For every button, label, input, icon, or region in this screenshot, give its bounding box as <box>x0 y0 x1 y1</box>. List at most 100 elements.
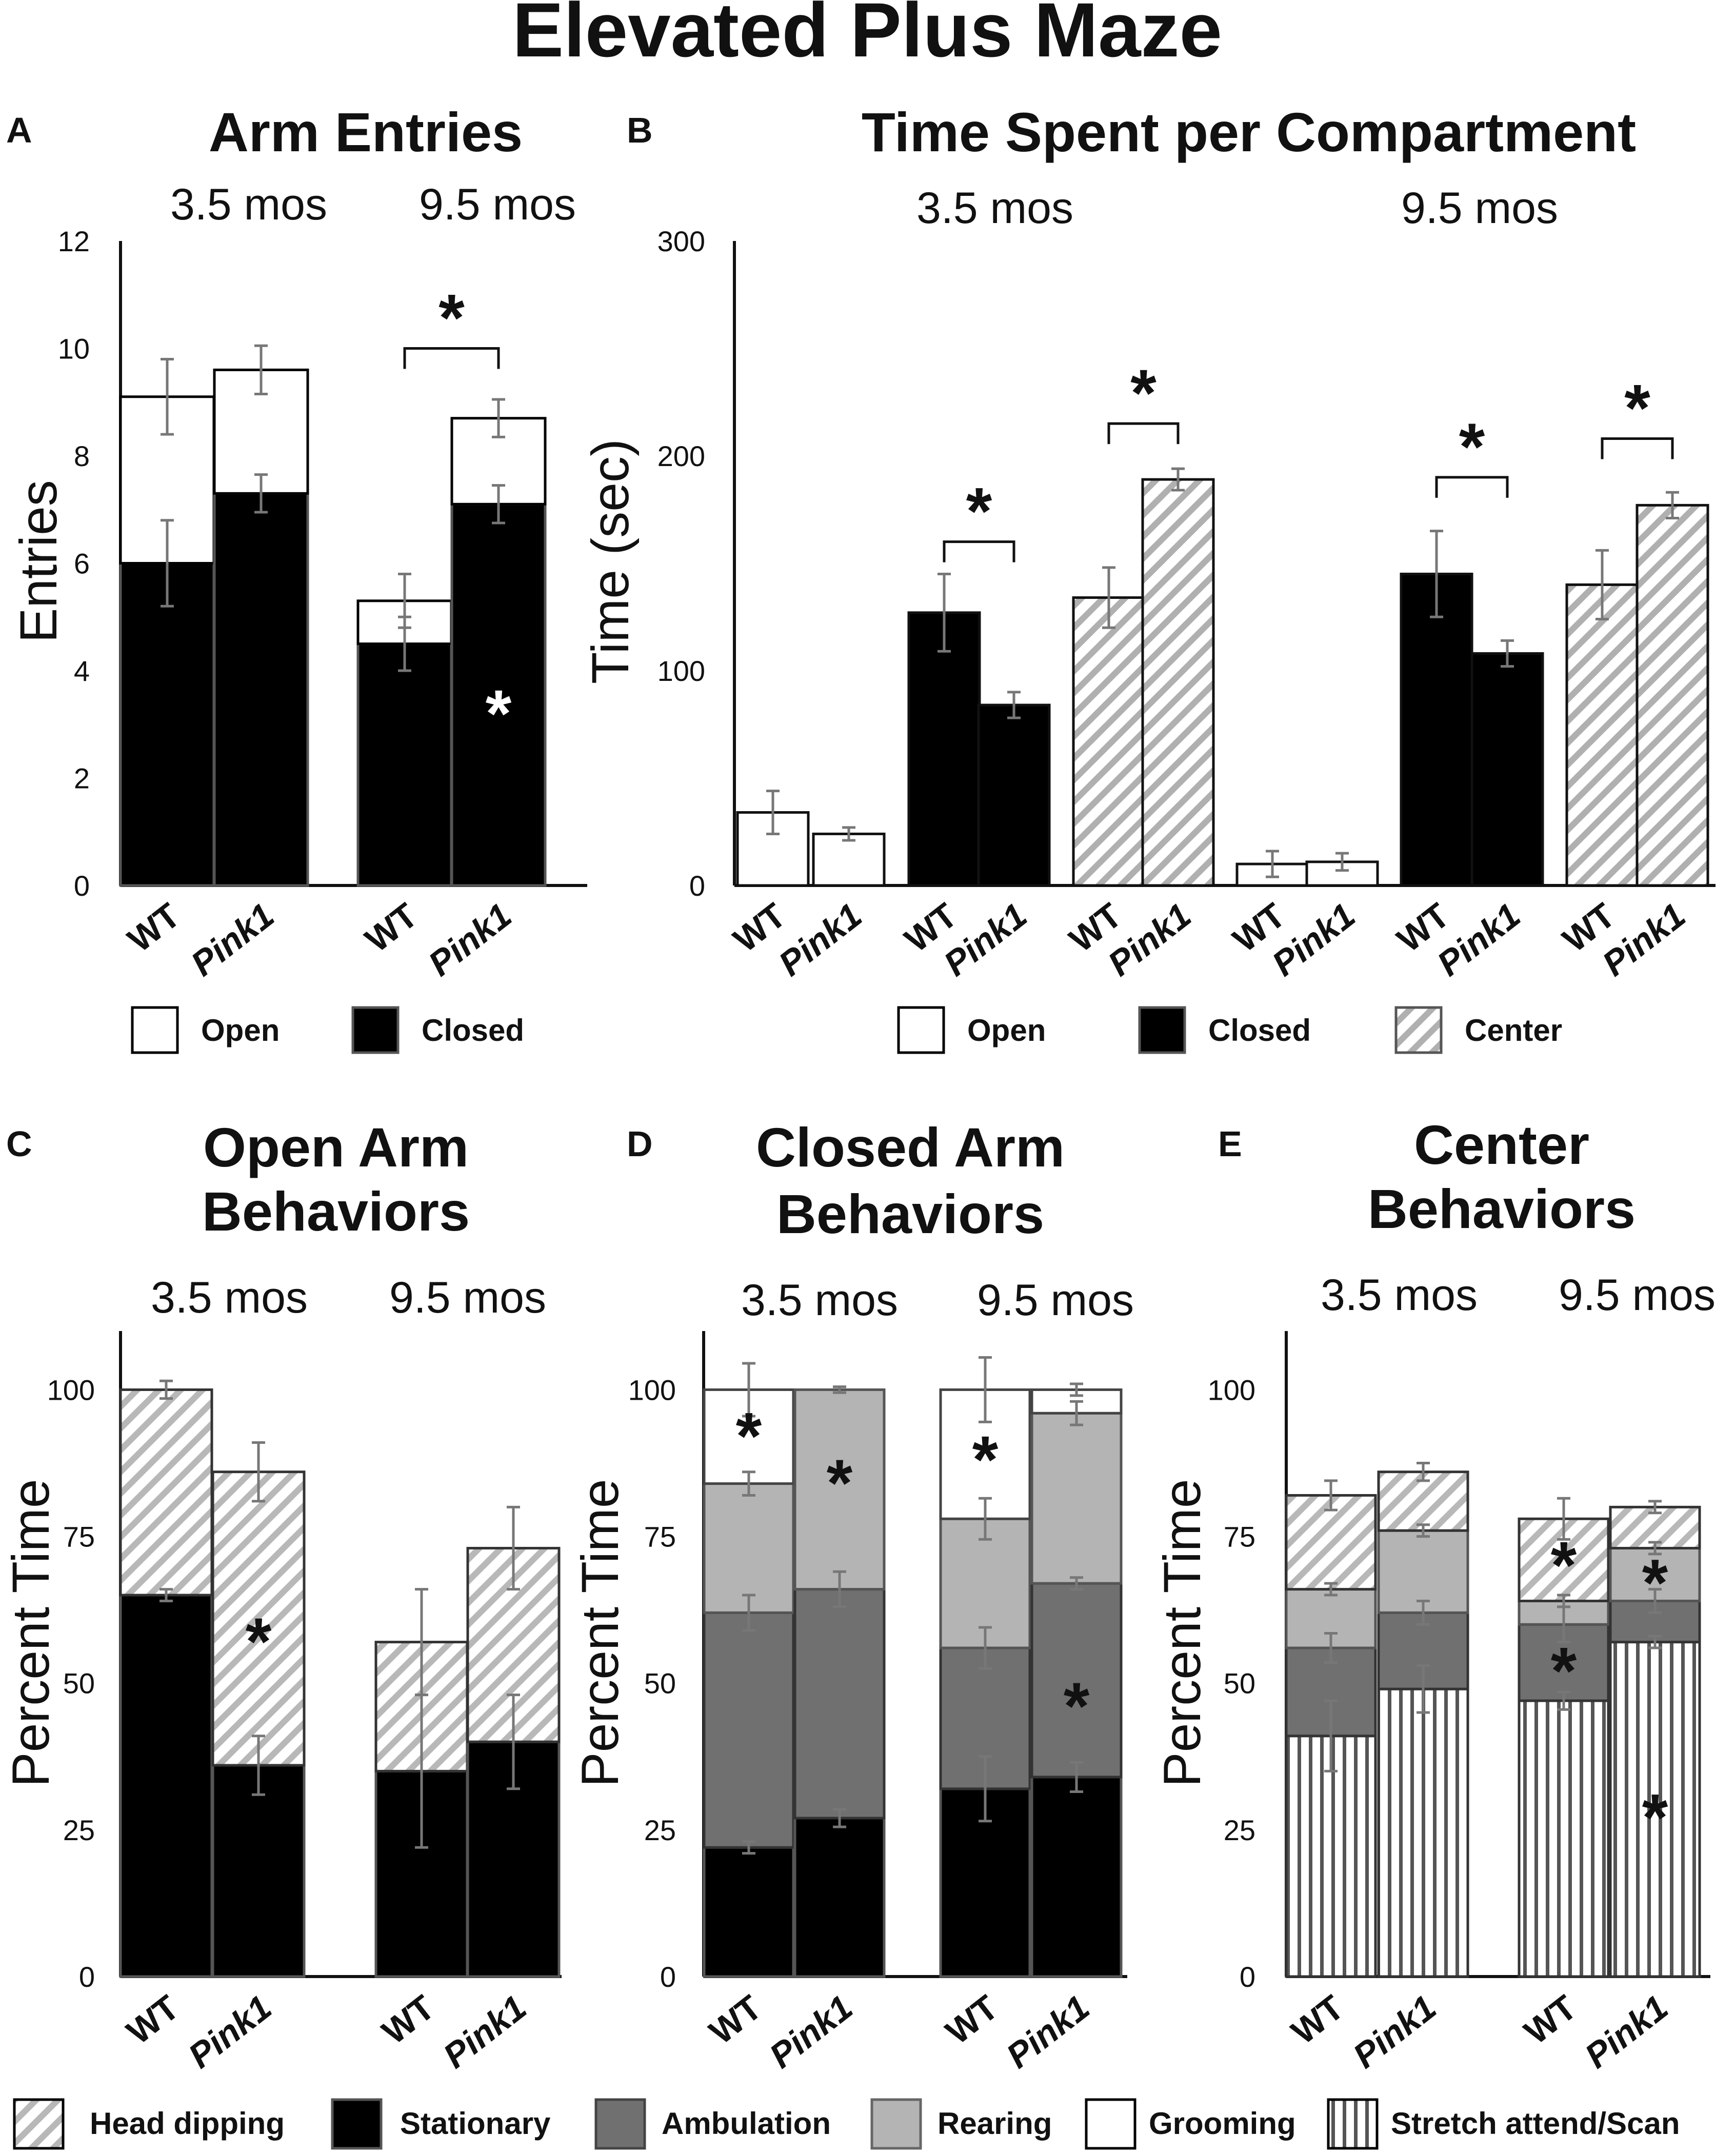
panel-b-error-bar-12 <box>1666 491 1679 520</box>
panel-b-age-label-2: 9.5 mos <box>1401 184 1558 233</box>
panel-d-bar-rearing-4 <box>1030 1412 1123 1585</box>
panel-b-y-tick-label: 100 <box>657 655 705 687</box>
panel-b-error-bar-7 <box>1266 850 1279 878</box>
panel-a-error-bar-closed-2 <box>254 473 268 514</box>
legend-swatch-rearing <box>870 2098 922 2150</box>
panel-e-y-tick-label: 75 <box>1224 1521 1255 1553</box>
significance-star: * <box>1459 409 1485 484</box>
panel-b-error-bar-4 <box>1007 691 1021 719</box>
panel-d-y-tick-label: 75 <box>644 1521 676 1553</box>
panel-a-y-tick-label: 12 <box>58 225 90 257</box>
panel-b-title: Time Spent per Compartment <box>862 101 1636 163</box>
panel-d-y-tick-label: 0 <box>660 1961 676 1993</box>
panel-b-error-bar-6 <box>1171 467 1185 492</box>
panel-d-y-tick-label: 50 <box>644 1667 676 1700</box>
panel-b-bar-closed-9 <box>1400 572 1473 887</box>
panel-d-x-tick-label: WT <box>702 1988 769 2052</box>
panel-a-error-bar-open-4 <box>492 398 505 438</box>
panel-c-title-line-1: Open Arm <box>203 1116 469 1178</box>
panel-e-error-bar-rearing-4 <box>1648 1541 1662 1556</box>
legend-swatch-closed <box>1138 1006 1186 1054</box>
legend-label-rearing: Rearing <box>938 2106 1052 2141</box>
panel-d-error-bar-rearing-4 <box>1070 1400 1083 1426</box>
panel-e-y-tick-label: 100 <box>1208 1374 1255 1406</box>
panel-a-y-tick-label: 8 <box>74 440 90 472</box>
panel-c-open-arm-behaviors: C Open Arm Behaviors 3.5 mos 9.5 mos Per… <box>2 1116 562 2076</box>
panel-c-significance-star-1: * <box>246 1604 272 1679</box>
panel-d-error-bar-grooming-4 <box>1070 1382 1083 1397</box>
panel-letter-b: B <box>627 110 653 150</box>
panel-d-error-bar-ambulation-4 <box>1070 1576 1083 1591</box>
panel-a-x-tick-label: Pink1 <box>421 896 518 984</box>
panel-b-x-tick-label: Pink1 <box>1430 896 1527 984</box>
panel-c-error-bar-head-dipping-1 <box>159 1379 173 1400</box>
legend-swatch-closed <box>351 1006 400 1054</box>
panel-e-x-tick-label: WT <box>1284 1988 1351 2052</box>
panel-e-error-bar-ambulation-2 <box>1417 1599 1430 1626</box>
panel-b-bar-center-12 <box>1636 503 1709 887</box>
legend-swatch-open <box>131 1006 179 1054</box>
panel-b-error-bar-1 <box>766 790 780 835</box>
panel-a-error-bar-open-3 <box>398 572 411 629</box>
panel-a-significance-bracket-1: * <box>403 280 500 369</box>
panel-e-y-tick-label: 25 <box>1224 1814 1255 1846</box>
panel-d-bar-ambulation-1 <box>703 1611 795 1849</box>
panel-c-y-axis-label: Percent Time <box>2 1479 60 1787</box>
panel-d-error-bar-ambulation-1 <box>742 1594 755 1632</box>
panel-e-bar-rearing-2 <box>1377 1529 1469 1614</box>
panel-e-significance-star-2: * <box>1642 1545 1668 1620</box>
panel-b-y-tick-label: 200 <box>657 440 705 472</box>
significance-star: * <box>1624 370 1650 445</box>
panel-d-bar-ambulation-4 <box>1030 1582 1123 1779</box>
legend-label-closed: Closed <box>1208 1013 1311 1047</box>
behavior-legend: Head dipping Stationary Ambulation Reari… <box>13 2098 1680 2150</box>
panel-c-y-tick-label: 0 <box>79 1961 95 1993</box>
panel-a-error-bar-open-1 <box>161 357 174 436</box>
panel-a-y-axis-label: Entries <box>9 480 68 642</box>
panel-a-age-label-1: 3.5 mos <box>170 180 327 229</box>
significance-star: * <box>438 280 465 355</box>
panel-a-y-tick-label: 10 <box>58 333 90 365</box>
panel-a-significance-star-2: * <box>486 676 512 751</box>
panel-e-age-label-1: 3.5 mos <box>1321 1271 1478 1320</box>
panel-letter-e: E <box>1218 1124 1242 1164</box>
panel-d-error-bar-grooming-3 <box>979 1356 992 1423</box>
panel-d-bar-stationary-4 <box>1030 1776 1123 1978</box>
panel-c-x-tick-label: WT <box>119 1988 186 2052</box>
panel-d-bar-rearing-2 <box>793 1388 886 1591</box>
panel-b-x-tick-label: Pink1 <box>771 896 869 984</box>
panel-e-y-tick-label: 50 <box>1224 1667 1255 1700</box>
panel-b-bar-closed-3 <box>907 611 981 887</box>
panel-a-error-bar-open-2 <box>254 344 268 396</box>
panel-d-x-tick-label: WT <box>939 1988 1005 2052</box>
panel-d-significance-star-3: * <box>972 1422 999 1497</box>
panel-e-error-bar-head-dipping-1 <box>1324 1479 1338 1512</box>
panel-e-error-bar-ambulation-1 <box>1324 1631 1338 1664</box>
panel-a-error-bar-closed-1 <box>161 519 174 608</box>
panel-d-error-bar-grooming-1 <box>742 1362 755 1418</box>
panel-e-title-line-1: Center <box>1414 1114 1589 1176</box>
panel-c-bar-head-dipping-1 <box>119 1388 213 1597</box>
legend-label-closed: Closed <box>422 1013 524 1047</box>
panel-d-x-tick-label: Pink1 <box>762 1988 860 2076</box>
panel-e-significance-star-4: * <box>1642 1780 1668 1855</box>
panel-d-age-label-1: 3.5 mos <box>741 1276 898 1325</box>
panel-c-error-bar-stationary-1 <box>159 1588 173 1602</box>
panel-a-age-label-2: 9.5 mos <box>419 180 576 229</box>
panel-a-title: Arm Entries <box>209 101 523 163</box>
panel-a-bar-closed-1 <box>119 562 215 887</box>
legend-label-stationary: Stationary <box>400 2106 551 2141</box>
panel-b-age-label-1: 3.5 mos <box>916 184 1073 233</box>
panel-e-error-bar-ambulation-4 <box>1648 1588 1662 1614</box>
panel-b-significance-bracket-4: * <box>1601 370 1674 459</box>
panel-c-age-label-1: 3.5 mos <box>151 1273 308 1322</box>
panel-b-y-tick-label: 300 <box>657 225 705 257</box>
panel-a-x-tick-label: Pink1 <box>184 896 281 984</box>
legend-swatch-stationary <box>331 2098 383 2150</box>
panel-e-error-bar-rearing-1 <box>1324 1582 1338 1597</box>
panel-d-bar-rearing-1 <box>703 1482 795 1614</box>
panel-a-bar-closed-4 <box>450 502 547 887</box>
panel-d-error-bar-stationary-2 <box>833 1808 846 1828</box>
panel-c-y-tick-label: 75 <box>63 1521 95 1553</box>
panel-e-x-tick-label: Pink1 <box>1578 1988 1675 2076</box>
